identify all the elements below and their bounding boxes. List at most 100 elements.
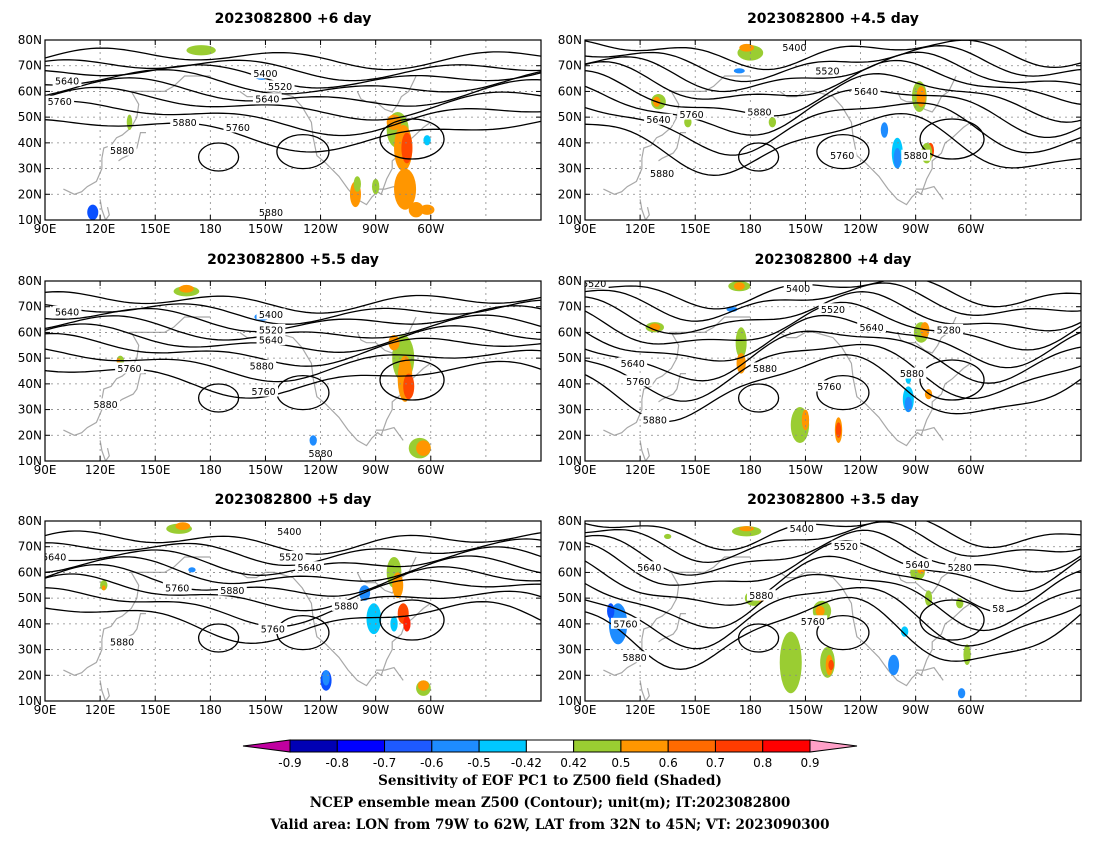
contour-loop (197, 142, 240, 172)
contour-label-bg (831, 540, 861, 552)
contour-label: 5880 (900, 369, 924, 380)
map-frame (584, 39, 1082, 221)
lon-tick-label: 120E (85, 703, 116, 717)
contour-label: 5640 (905, 560, 929, 571)
contour-label: 5880 (623, 653, 647, 664)
shaded-region (423, 135, 431, 146)
lat-tick-label: 10N (18, 454, 42, 468)
contour-label: 5880 (904, 151, 928, 162)
z500-contours (45, 291, 541, 413)
contour-loop (816, 374, 870, 411)
lon-tick-label: 150W (788, 222, 823, 236)
lat-tick-label: 20N (558, 428, 582, 442)
contour-line (585, 85, 1081, 139)
colorbar-tick-labels: -0.9 -0.8 -0.7 -0.6 -0.5 -0.42 0.42 0.5 0.6 0.7 0.… (278, 756, 819, 770)
coastline (63, 75, 211, 195)
lon-tick-label: 150W (788, 703, 823, 717)
contour-label: 5280 (937, 325, 961, 336)
contour-label-bg (107, 635, 137, 647)
lon-tick-label: 90E (34, 222, 57, 236)
caption-line-3: Valid area: LON from 79W to 62W, LAT fro… (270, 817, 830, 833)
contour-line (585, 586, 1081, 650)
lat-tick-label: 20N (18, 187, 42, 201)
axis-ticks: 90E 120E 150E 180 150W 120W 90W 60W 80N 70N 60N 50N… (558, 514, 1081, 717)
contour-label: 5760 (117, 364, 141, 375)
contour-label-bg (934, 323, 964, 335)
contour-label: 5880 (650, 169, 674, 180)
lon-tick-label: 90E (574, 703, 597, 717)
contour-label-bg (644, 113, 673, 125)
contour-label-bg (677, 108, 706, 120)
lon-tick-label: 120E (85, 463, 116, 477)
contour-label-bg (52, 305, 82, 317)
contour-line (45, 348, 541, 383)
coastline (356, 316, 417, 354)
shaded-region (394, 168, 417, 210)
colorbar-box (336, 739, 386, 753)
gridlines (45, 40, 541, 220)
colorbar-box (525, 739, 575, 753)
lon-tick-label: 90W (902, 703, 929, 717)
lon-tick-label: 120W (303, 463, 338, 477)
contour-line (45, 291, 541, 314)
contour-label: 58 (992, 604, 1004, 615)
contour-label: 5640 (259, 336, 283, 347)
lat-tick-label: 10N (558, 694, 582, 708)
shaded-region (322, 670, 330, 686)
contour-label: 5880 (173, 118, 197, 129)
contour-label: 5760 (801, 617, 825, 628)
contour-line (585, 521, 1081, 564)
contour-label-bg (162, 581, 192, 593)
axis-ticks: 90E 120E 150E 180 150W 120W 90W 60W 80N 70N 60N 50N… (18, 33, 541, 236)
contour-label: 5880 (334, 601, 358, 612)
contour-label-bg (45, 551, 69, 562)
colorbar-tick-label: 0.8 (753, 756, 772, 770)
lat-tick-label: 50N (558, 110, 582, 124)
coastline (639, 680, 650, 701)
lon-tick-label: 60W (957, 703, 984, 717)
contour-label-bg (91, 398, 121, 410)
contour-loop (919, 118, 985, 160)
lon-tick-label: 180 (199, 703, 222, 717)
contour-label-bg (306, 447, 335, 459)
colorbar-left-arrow (242, 739, 291, 753)
contour-label: 5880 (643, 415, 667, 426)
contour-line (45, 538, 541, 567)
contour-label: 5640 (646, 115, 670, 126)
colorbar-tick-label: 0.6 (659, 756, 678, 770)
contour-label: 5400 (259, 310, 283, 321)
shaded-region (739, 526, 755, 532)
lat-tick-label: 10N (558, 454, 582, 468)
contour-line (585, 314, 1081, 369)
contour-label: 5520 (582, 279, 606, 290)
contour-label-bg (217, 584, 247, 596)
lon-tick-label: 150E (680, 463, 711, 477)
contour-label: 5880 (250, 361, 274, 372)
lat-tick-label: 10N (18, 213, 42, 227)
coastline (603, 556, 751, 676)
contour-label: 5760 (226, 123, 250, 134)
sensitivity-shading (116, 284, 431, 459)
contour-line (45, 86, 541, 121)
lat-tick-label: 60N (558, 84, 582, 98)
z500-contours (45, 530, 541, 653)
coastline (658, 612, 686, 643)
coastline (356, 556, 417, 594)
coastline (915, 426, 944, 441)
map-frame (584, 280, 1082, 462)
contour-label: 5760 (261, 625, 285, 636)
lat-tick-label: 60N (18, 565, 42, 579)
axis-ticks: 90E 120E 150E 180 150W 120W 90W 60W 80N 70N 60N 50N… (18, 514, 541, 717)
contour-label-bg (611, 617, 640, 629)
contour-label: 5880 (308, 449, 332, 460)
colorbar-box (573, 739, 622, 753)
shaded-region (663, 533, 672, 539)
colorbar: -0.9 -0.8 -0.7 -0.6 -0.5 -0.42 0.42 0.5 0.6 0.7 0.… (242, 739, 858, 770)
shaded-region (815, 605, 825, 617)
contour-label-bg (901, 149, 931, 161)
contour-label-bg (256, 206, 286, 218)
